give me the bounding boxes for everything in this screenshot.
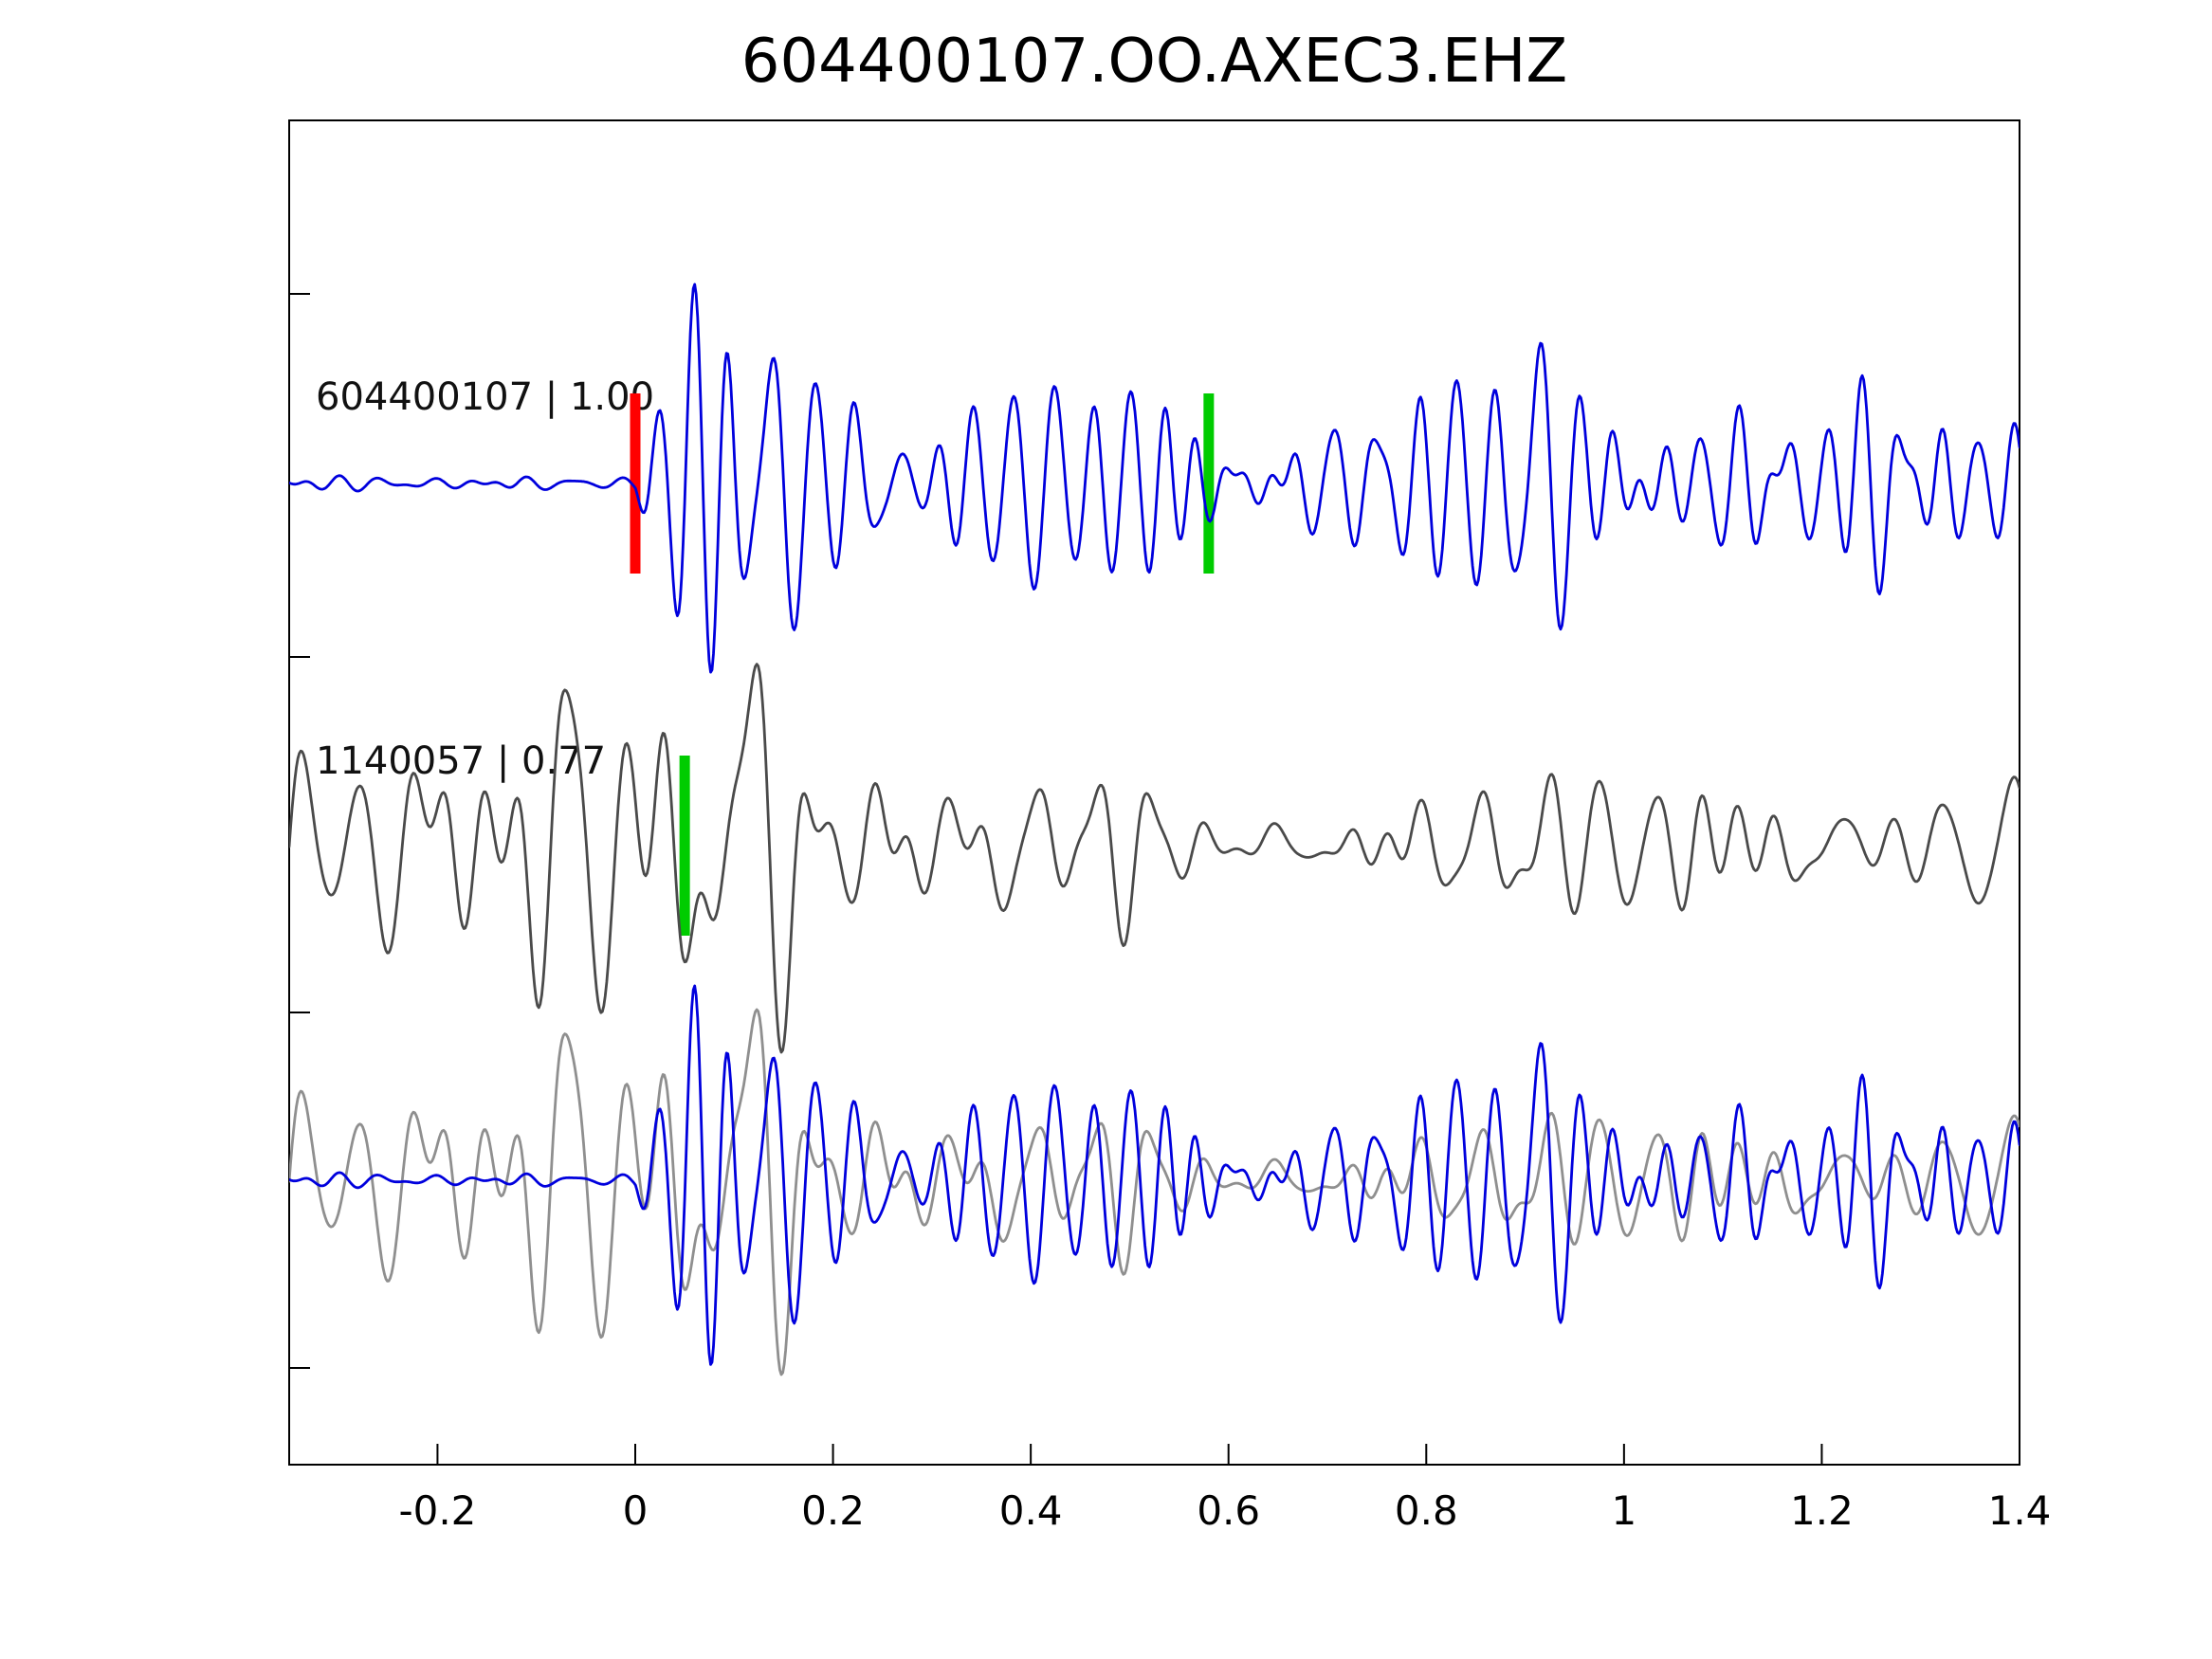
x-tick-label: 1.2 [1790,1487,1854,1534]
x-tick-label: 0.8 [1395,1487,1458,1534]
chart-title: 604400107.OO.AXEC3.EHZ [740,27,1568,97]
x-tick-label: 0.4 [999,1487,1063,1534]
detection-trace-path [289,663,2020,1054]
x-tick-label: 0 [623,1487,649,1534]
x-tick-label: 0.6 [1197,1487,1260,1534]
plot-border [288,119,2020,1466]
x-tick-label: 1.4 [1988,1487,2052,1534]
overlay-template-trace-path [289,984,2020,1366]
template-trace-label: 604400107 | 1.00 [316,375,655,419]
x-tick-label: 1 [1611,1487,1636,1534]
x-tick-label: -0.2 [398,1487,476,1534]
template-trace-path [289,283,2020,674]
overlay-detection-trace-path [289,1008,2020,1376]
x-tick-label: 0.2 [801,1487,865,1534]
